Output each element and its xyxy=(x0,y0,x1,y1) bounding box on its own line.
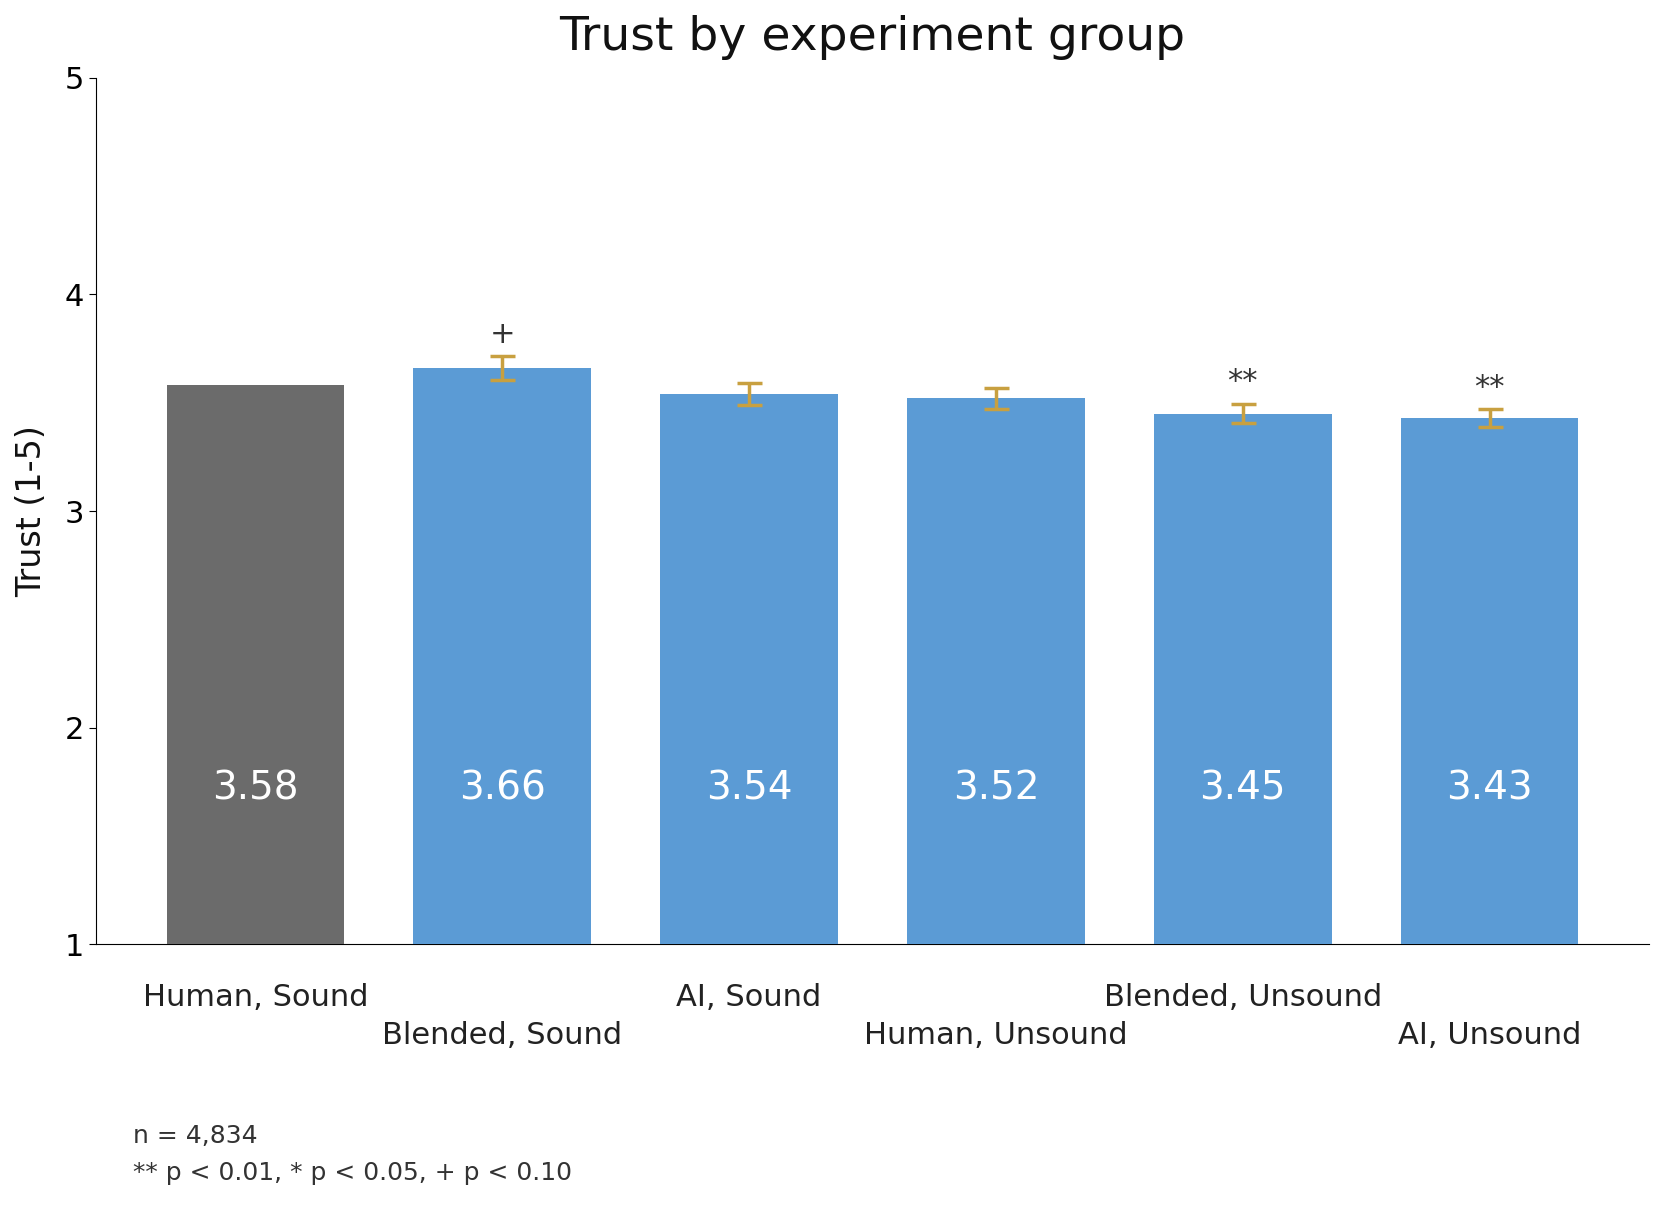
Text: n = 4,834: n = 4,834 xyxy=(133,1124,258,1148)
Title: Trust by experiment group: Trust by experiment group xyxy=(559,15,1185,60)
Text: **: ** xyxy=(1474,373,1504,402)
Bar xyxy=(166,386,344,945)
Bar xyxy=(1401,417,1579,945)
Text: 3.58: 3.58 xyxy=(213,770,298,807)
Text: Blended, Sound: Blended, Sound xyxy=(383,1021,622,1050)
Text: 3.45: 3.45 xyxy=(1200,770,1286,807)
Text: Human, Sound: Human, Sound xyxy=(143,984,368,1013)
Text: AI, Unsound: AI, Unsound xyxy=(1398,1021,1581,1050)
Text: 3.54: 3.54 xyxy=(706,770,792,807)
Text: +: + xyxy=(489,319,516,348)
Text: ** p < 0.01, * p < 0.05, + p < 0.10: ** p < 0.01, * p < 0.05, + p < 0.10 xyxy=(133,1160,572,1185)
Bar xyxy=(413,368,591,945)
Bar xyxy=(661,394,839,945)
Bar xyxy=(1153,414,1331,945)
Text: **: ** xyxy=(1228,368,1258,396)
Bar xyxy=(907,398,1085,945)
Text: 3.43: 3.43 xyxy=(1446,770,1533,807)
Y-axis label: Trust (1-5): Trust (1-5) xyxy=(15,425,48,597)
Text: Human, Unsound: Human, Unsound xyxy=(864,1021,1128,1050)
Text: AI, Sound: AI, Sound xyxy=(677,984,822,1013)
Text: Blended, Unsound: Blended, Unsound xyxy=(1103,984,1381,1013)
Text: 3.66: 3.66 xyxy=(459,770,546,807)
Text: 3.52: 3.52 xyxy=(953,770,1038,807)
